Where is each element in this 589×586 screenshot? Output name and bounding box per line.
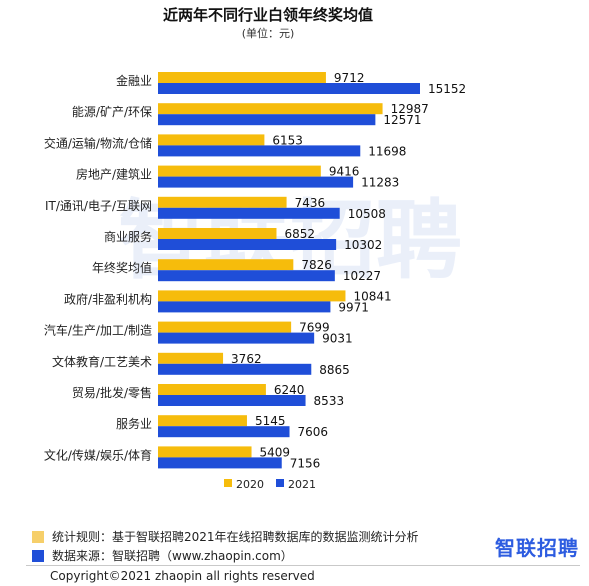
bar-2020 <box>158 134 265 146</box>
value-label-2021: 9971 <box>338 300 369 314</box>
bar-2021 <box>158 426 290 438</box>
category-label: 年终奖均值 <box>92 260 152 275</box>
category-label: 交通/运输/物流/仓储 <box>44 135 152 150</box>
value-label-2020: 6153 <box>272 133 303 147</box>
value-label-2021: 11698 <box>368 144 406 158</box>
footer-divider <box>26 565 580 566</box>
category-label: 能源/矿产/环保 <box>72 105 152 119</box>
value-label-2020: 12987 <box>391 102 429 116</box>
brand-logo: 智联招聘 <box>495 536 579 560</box>
bar-2021 <box>158 457 282 469</box>
bar-2020 <box>158 384 266 395</box>
note-rule-text: 统计规则：基于智联招聘2021年在线招聘数据库的数据监测统计分析 <box>52 530 419 544</box>
value-label-2020: 7826 <box>301 258 332 272</box>
bar-2021 <box>158 395 306 406</box>
category-label: 商业服务 <box>104 229 152 244</box>
bar-2021 <box>158 145 361 157</box>
value-label-2021: 12571 <box>383 113 421 127</box>
note-swatch-blue <box>32 549 44 562</box>
value-label-2021: 7156 <box>290 456 321 470</box>
bar-2020 <box>158 259 294 271</box>
value-label-2020: 6240 <box>274 383 305 397</box>
bar-2020 <box>158 228 277 239</box>
value-label-2020: 3762 <box>231 352 262 366</box>
copyright-text: Copyright©2021 zhaopin all rights reserv… <box>50 569 315 583</box>
category-label: 金融业 <box>116 73 152 88</box>
category-label: IT/通讯/电子/互联网 <box>45 199 152 213</box>
value-label-2020: 5145 <box>255 414 286 428</box>
bar-2021 <box>158 301 331 313</box>
chart-subtitle: (单位：元) <box>242 26 295 40</box>
value-label-2020: 7436 <box>295 196 326 210</box>
category-label: 汽车/生产/加工/制造 <box>44 323 152 338</box>
value-label-2020: 9416 <box>329 165 360 179</box>
bar-2021 <box>158 363 312 375</box>
value-label-2021: 11283 <box>361 176 399 190</box>
note-swatch-yellow <box>32 530 44 543</box>
category-label: 房地产/建筑业 <box>76 167 152 182</box>
bar-2021 <box>158 207 340 219</box>
bar-2021 <box>158 239 337 250</box>
bar-2020 <box>158 290 346 302</box>
category-label: 服务业 <box>116 416 152 431</box>
footer-note-rule: 统计规则：基于智联招聘2021年在线招聘数据库的数据监测统计分析 <box>32 528 419 545</box>
category-label: 贸易/批发/零售 <box>72 385 152 400</box>
legend-label-2020: 2020 <box>236 478 264 491</box>
value-label-2020: 10841 <box>353 289 391 303</box>
bar-2020 <box>158 165 321 177</box>
value-label-2021: 8865 <box>319 363 350 377</box>
legend: 2020 2021 <box>224 478 316 491</box>
bar-2021 <box>158 83 420 94</box>
category-label: 文体教育/工艺美术 <box>52 354 152 369</box>
bar-2020 <box>158 196 287 208</box>
bar-2020 <box>158 352 224 364</box>
bar-2020 <box>158 415 247 427</box>
legend-label-2021: 2021 <box>288 478 316 491</box>
value-label-2021: 15152 <box>428 82 466 96</box>
value-label-2021: 10227 <box>343 269 381 283</box>
chart-title: 近两年不同行业白领年终奖均值 <box>163 6 373 24</box>
value-label-2021: 10508 <box>348 207 386 221</box>
bar-2020 <box>158 72 326 83</box>
value-label-2020: 5409 <box>260 445 291 459</box>
value-label-2021: 10302 <box>344 238 382 252</box>
bar-2020 <box>158 103 383 115</box>
note-source-text: 数据来源：智联招聘（www.zhaopin.com） <box>52 549 293 563</box>
legend-swatch-2020 <box>224 479 232 487</box>
bar-2021 <box>158 332 315 344</box>
category-label: 政府/非盈利机构 <box>64 291 152 306</box>
value-label-2020: 9712 <box>334 71 365 85</box>
category-label: 文化/传媒/娱乐/体育 <box>44 447 152 462</box>
value-label-2021: 7606 <box>298 425 329 439</box>
value-label-2020: 6852 <box>284 227 315 241</box>
value-label-2021: 8533 <box>314 394 345 408</box>
legend-swatch-2021 <box>276 479 284 487</box>
bar-2021 <box>158 270 335 282</box>
footer-note-source: 数据来源：智联招聘（www.zhaopin.com） <box>32 547 293 564</box>
bar-2020 <box>158 321 292 333</box>
chart: 智联招聘 近两年不同行业白领年终奖均值 (单位：元) 金融业 971215152能… <box>44 6 466 491</box>
bar-2020 <box>158 446 252 458</box>
value-label-2020: 7699 <box>299 321 330 335</box>
value-label-2021: 9031 <box>322 332 353 346</box>
bar-2021 <box>158 176 354 188</box>
bar-2021 <box>158 114 376 126</box>
